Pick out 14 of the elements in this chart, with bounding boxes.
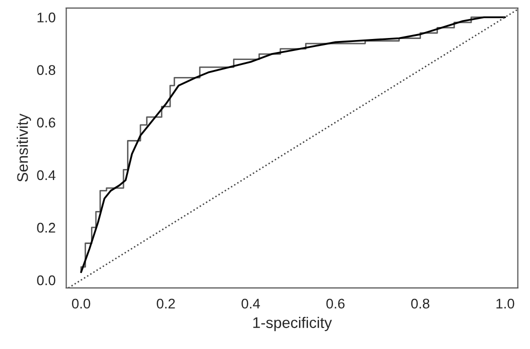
x-tick-label: 0.4 [242, 298, 260, 309]
y-tick-label: 0.2 [37, 222, 56, 233]
x-axis-title: 1-specificity [253, 316, 332, 332]
x-tick-label: 0.2 [156, 298, 175, 309]
y-tick-label: 0.0 [37, 275, 56, 286]
x-tick-label: 0.8 [411, 298, 430, 309]
y-tick-label: 0.8 [37, 65, 56, 75]
y-tick-label: 0.6 [37, 118, 56, 128]
x-tick-label: 0.6 [326, 298, 345, 309]
x-tick-label: 0.0 [72, 298, 90, 309]
y-tick-label: 0.4 [37, 170, 56, 180]
y-tick-label: 1.0 [38, 12, 56, 22]
y-axis-title: Sensitivity [16, 114, 31, 182]
x-tick-label: 1.0 [496, 298, 514, 309]
